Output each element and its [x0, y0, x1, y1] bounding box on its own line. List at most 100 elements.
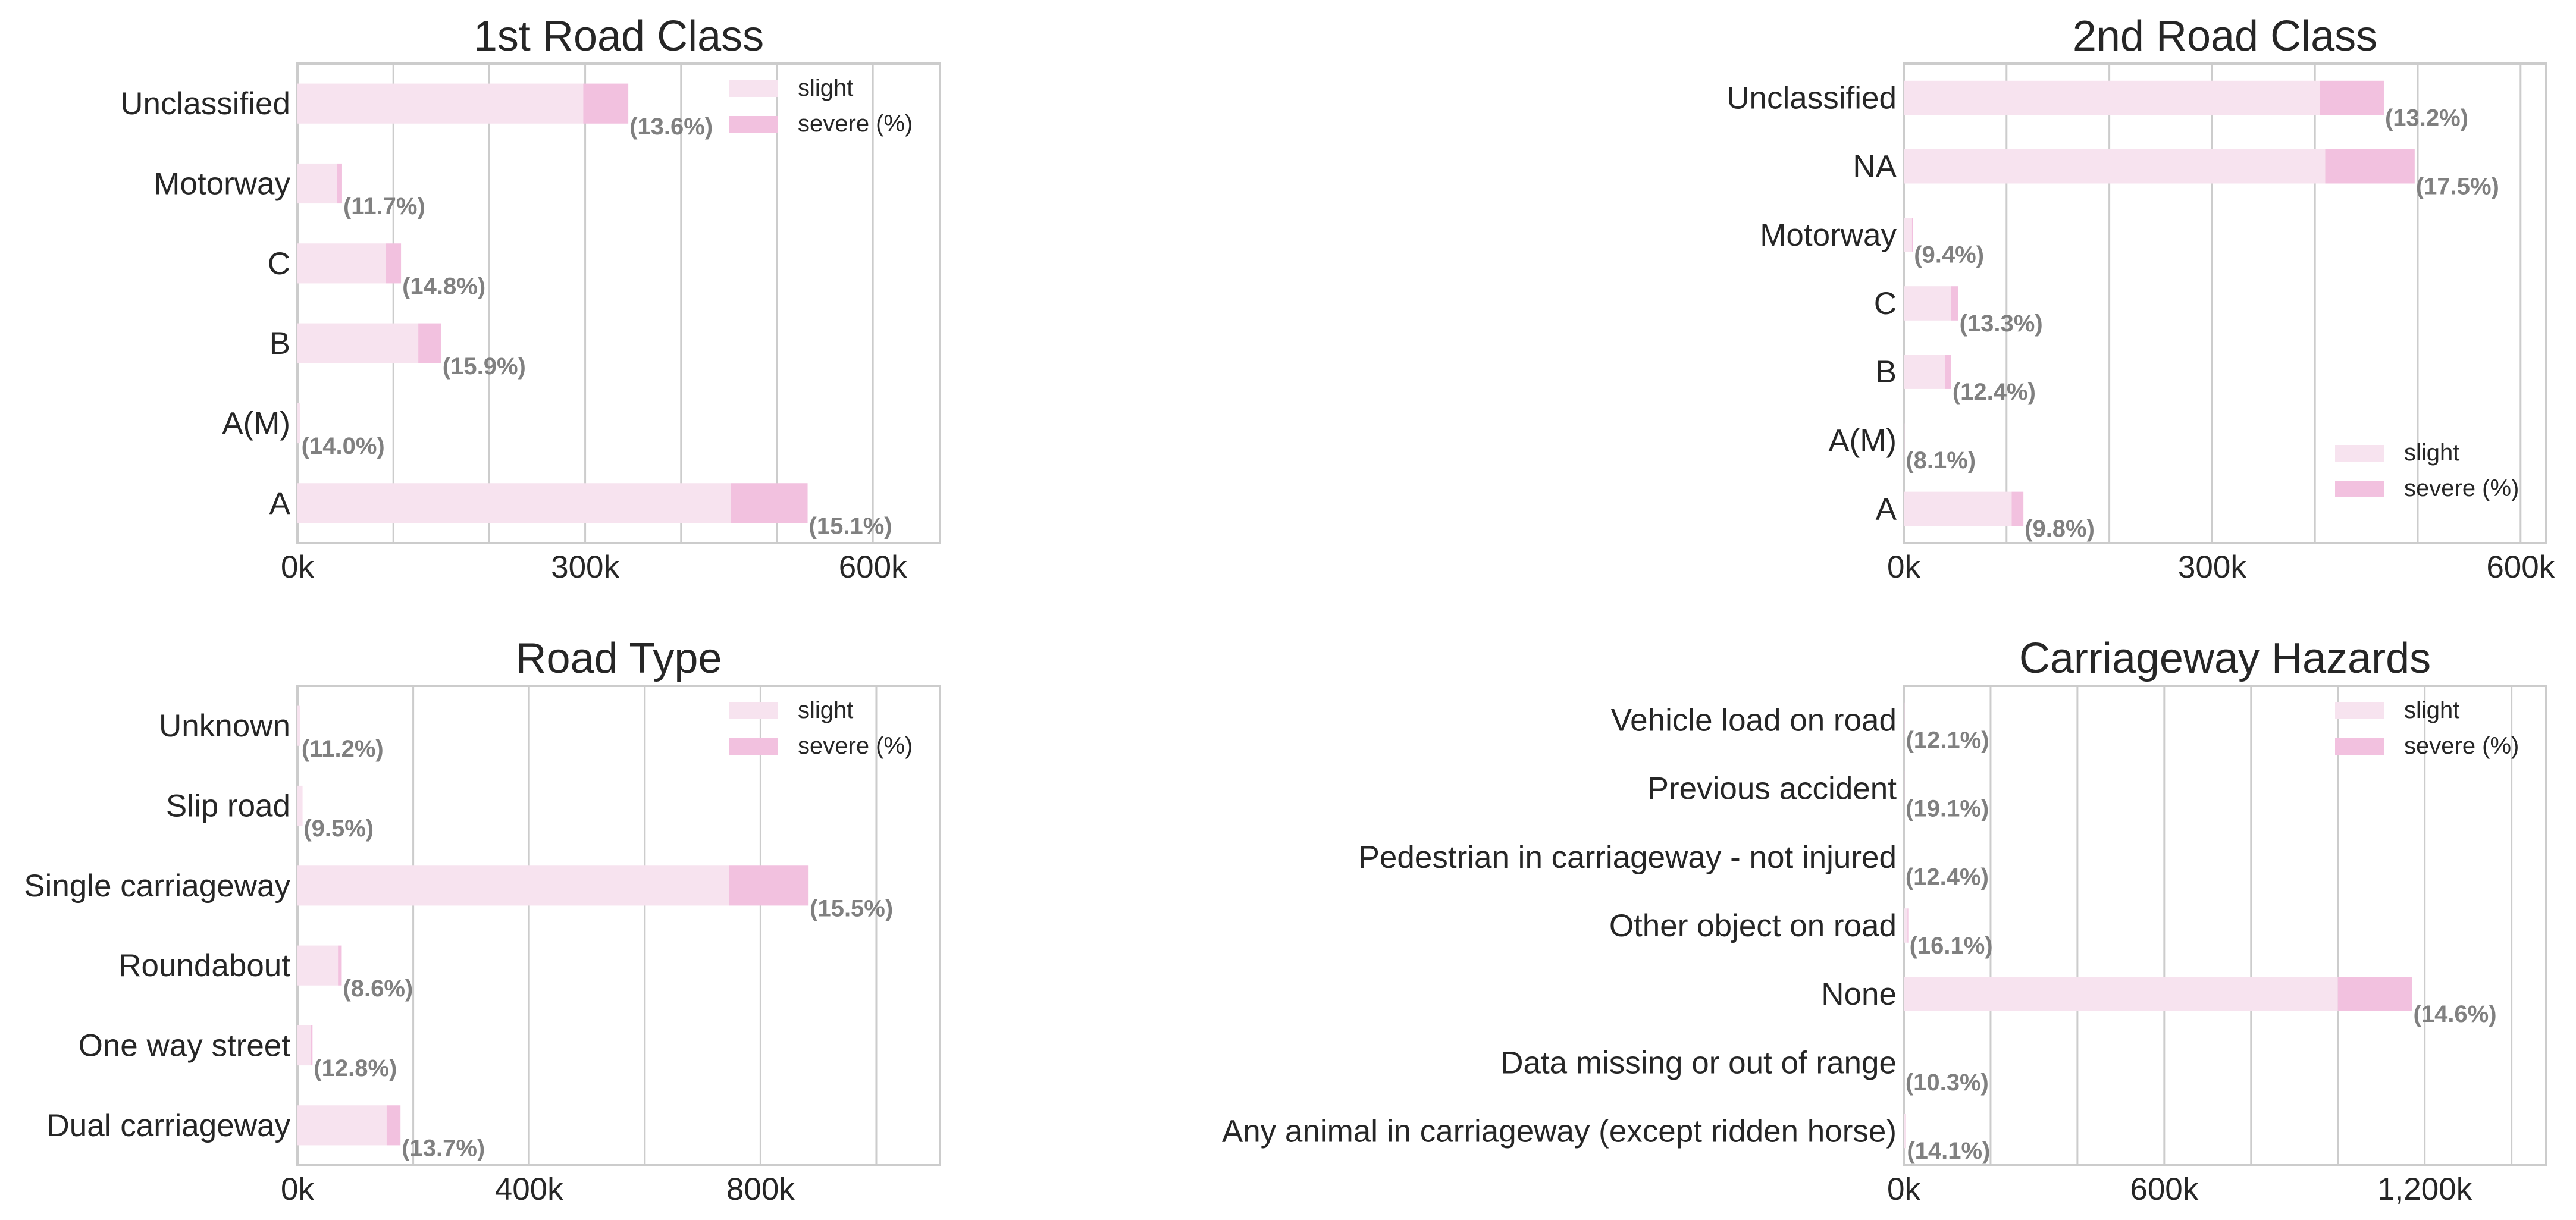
- severe-pct-label: (19.1%): [1906, 796, 1989, 822]
- legend-label: severe (%): [2404, 733, 2519, 759]
- x-tick-label: 400k: [495, 1172, 563, 1207]
- category-label: Data missing or out of range: [1500, 1045, 1897, 1080]
- bar-slight: [1904, 218, 1912, 252]
- legend-label: slight: [2404, 440, 2459, 466]
- category-label: B: [1876, 355, 1897, 390]
- bar-severe: [583, 83, 629, 124]
- bar-slight: [1904, 977, 2338, 1011]
- category-label: A(M): [1828, 423, 1897, 458]
- bar-severe: [337, 163, 342, 204]
- bar-severe: [1945, 355, 1951, 389]
- bar-slight: [297, 243, 386, 284]
- chart-title: Road Type: [516, 635, 722, 682]
- x-tick-label: 0k: [1887, 550, 1920, 585]
- category-label: C: [1874, 286, 1897, 321]
- chart-title: 1st Road Class: [474, 12, 764, 60]
- bar-slight: [297, 483, 731, 523]
- chart-panel-4: Carriageway Hazards Vehicle load on road (…: [1222, 635, 2547, 1207]
- severe-pct-label: (10.3%): [1906, 1070, 1989, 1096]
- bar-severe: [2011, 491, 2024, 526]
- severe-pct-label: (12.8%): [314, 1055, 397, 1081]
- severe-pct-label: (14.6%): [2414, 1001, 2497, 1027]
- category-label: A: [269, 486, 291, 521]
- bar-slight: [297, 323, 419, 363]
- bar-slight: [297, 83, 584, 124]
- category-label: Vehicle load on road: [1611, 703, 1897, 738]
- legend-swatch-slight: [729, 80, 778, 97]
- category-label: Motorway: [153, 167, 290, 202]
- severe-pct-label: (9.5%): [303, 816, 374, 842]
- bar-slight: [297, 1105, 387, 1146]
- legend-label: slight: [2404, 697, 2459, 723]
- bar-severe: [1907, 908, 1909, 943]
- legend: slight severe (%): [729, 75, 913, 137]
- bar-severe: [1911, 218, 1913, 252]
- legend-label: severe (%): [798, 733, 913, 759]
- bar-slight: [297, 945, 339, 986]
- chart-panel-1: 1st Road Class Unclassified (13.6%) Motorwa…: [120, 12, 941, 585]
- severe-pct-label: (11.2%): [302, 736, 384, 762]
- x-tick-label: 0k: [281, 550, 314, 585]
- category-label: Previous accident: [1648, 771, 1897, 807]
- x-tick-label: 600k: [839, 550, 907, 585]
- category-label: Unclassified: [1726, 81, 1897, 116]
- legend-label: slight: [798, 697, 853, 723]
- legend-swatch-severe: [2335, 738, 2384, 755]
- category-label: One way street: [79, 1028, 291, 1064]
- severe-pct-label: (14.0%): [302, 433, 385, 459]
- x-tick-label: 0k: [281, 1172, 314, 1207]
- severe-pct-label: (12.1%): [1906, 727, 1989, 753]
- bar-slight: [1904, 286, 1951, 321]
- category-label: C: [268, 246, 290, 281]
- category-label: Roundabout: [118, 948, 290, 983]
- legend-swatch-slight: [729, 702, 778, 719]
- legend: slight severe (%): [2335, 697, 2519, 759]
- bar-slight: [1904, 355, 1945, 389]
- severe-pct-label: (13.3%): [1960, 311, 2043, 337]
- bar-severe: [338, 945, 342, 986]
- severe-pct-label: (12.4%): [1953, 379, 2036, 405]
- legend-swatch-severe: [2335, 481, 2384, 497]
- severe-pct-label: (15.5%): [810, 895, 893, 921]
- category-label: None: [1821, 977, 1897, 1012]
- x-tick-label: 300k: [551, 550, 619, 585]
- category-label: Single carriageway: [24, 868, 290, 904]
- severe-pct-label: (11.7%): [343, 193, 425, 219]
- x-tick-label: 300k: [2178, 550, 2246, 585]
- category-label: B: [269, 326, 290, 361]
- x-tick-label: 0k: [1887, 1172, 1920, 1207]
- plot-frame: [1903, 62, 2547, 544]
- x-tick-label: 1,200k: [2377, 1172, 2472, 1207]
- severe-pct-label: (13.6%): [629, 114, 713, 140]
- bar-severe: [2337, 977, 2412, 1011]
- category-label: A: [1876, 491, 1897, 526]
- category-label: Unclassified: [120, 86, 290, 121]
- severe-pct-label: (17.5%): [2416, 174, 2499, 200]
- category-label: Other object on road: [1609, 908, 1897, 943]
- x-tick-label: 800k: [726, 1172, 795, 1207]
- bar-slight: [297, 403, 300, 444]
- legend: slight severe (%): [2335, 440, 2519, 501]
- bar-severe: [418, 323, 441, 363]
- legend-label: slight: [798, 75, 853, 101]
- category-label: Pedestrian in carriageway - not injured: [1359, 840, 1897, 875]
- legend-swatch-slight: [2335, 445, 2384, 462]
- bar-severe: [2320, 80, 2384, 115]
- bar-severe: [729, 865, 809, 906]
- severe-pct-label: (15.9%): [443, 353, 526, 380]
- legend: slight severe (%): [729, 697, 913, 759]
- severe-pct-label: (14.1%): [1907, 1138, 1990, 1164]
- chart-panel-2: 2nd Road Class Unclassified (13.2%) NA (17.5…: [1726, 12, 2555, 585]
- severe-pct-label: (13.7%): [402, 1135, 485, 1161]
- chart-panel-3: Road Type Unknown (11.2%) Slip road (9.5%) Si…: [24, 635, 941, 1207]
- severe-pct-label: (14.8%): [402, 273, 485, 299]
- x-tick-label: 600k: [2130, 1172, 2198, 1207]
- bar-severe: [1951, 286, 1958, 321]
- legend-label: severe (%): [798, 111, 913, 137]
- bar-severe: [311, 1025, 313, 1066]
- severe-pct-label: (9.8%): [2025, 516, 2095, 542]
- bar-severe: [386, 243, 402, 284]
- bar-slight: [1904, 491, 2012, 526]
- severe-pct-label: (13.2%): [2385, 105, 2468, 131]
- bar-slight: [297, 163, 337, 204]
